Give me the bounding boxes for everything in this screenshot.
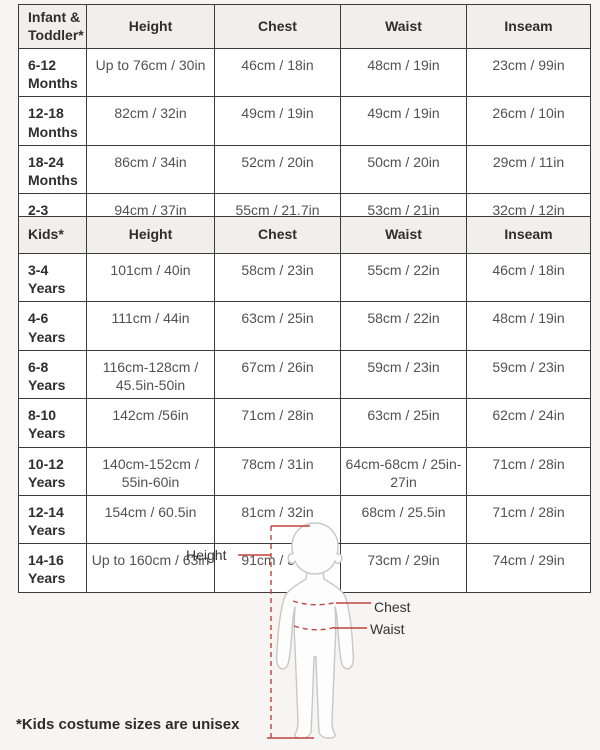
chest-cell: 46cm / 18in: [214, 47, 341, 98]
waist-diagram-label: Waist: [370, 621, 405, 637]
header-row: Kids* Height Chest Waist Inseam: [18, 216, 591, 254]
table-row: 10-12 Years 140cm-152cm / 55in-60in 78cm…: [18, 446, 591, 496]
inseam-cell: 62cm / 24in: [466, 398, 591, 448]
inseam-cell: 29cm / 11in: [466, 144, 591, 195]
chest-cell: 71cm / 28in: [214, 398, 341, 448]
inseam-cell: 26cm / 10in: [466, 96, 591, 146]
inseam-cell: 74cm / 29in: [466, 543, 591, 593]
inseam-cell: 71cm / 28in: [466, 446, 591, 496]
kids-table: Kids* Height Chest Waist Inseam 3-4 Year…: [18, 216, 591, 593]
waist-cell: 63cm / 25in: [340, 398, 467, 448]
waist-cell: 58cm / 22in: [340, 301, 467, 351]
column-header: Infant & Toddler*: [18, 4, 87, 49]
row-label-cell: 14-16 Years: [18, 543, 87, 593]
waist-dashed-curve: [293, 625, 337, 631]
height-cell: 154cm / 60.5in: [86, 494, 215, 545]
chest-cell: 58cm / 23in: [214, 252, 341, 303]
height-cell: 82cm / 32in: [86, 96, 215, 146]
column-header: Waist: [340, 216, 467, 254]
waist-cell: 64cm-68cm / 25in-27in: [340, 446, 467, 496]
table-row: 14-16 Years Up to 160cm / 63in 91cm / 36…: [18, 543, 591, 593]
row-label-cell: 12-18 Months: [18, 96, 87, 146]
chest-cell: 67cm / 26in: [214, 349, 341, 400]
table-row: 4-6 Years 111cm / 44in 63cm / 25in 58cm …: [18, 301, 591, 351]
chest-cell: 52cm / 20in: [214, 144, 341, 195]
row-label-cell: 4-6 Years: [18, 301, 87, 351]
row-label-cell: 3-4 Years: [18, 252, 87, 303]
waist-cell: 50cm / 20in: [340, 144, 467, 195]
height-cell: 140cm-152cm / 55in-60in: [86, 446, 215, 496]
height-diagram-label: Height: [186, 547, 227, 563]
column-header: Inseam: [466, 4, 591, 49]
unisex-footnote: *Kids costume sizes are unisex: [16, 716, 240, 733]
table-row: 12-18 Months 82cm / 32in 49cm / 19in 49c…: [18, 96, 591, 146]
inseam-cell: 23cm / 99in: [466, 47, 591, 98]
waist-cell: 59cm / 23in: [340, 349, 467, 400]
column-header: Height: [86, 216, 215, 254]
waist-cell: 73cm / 29in: [340, 543, 467, 593]
table-row: 6-8 Years 116cm-128cm / 45.5in-50in 67cm…: [18, 349, 591, 400]
column-header: Chest: [214, 4, 341, 49]
height-cell: Up to 76cm / 30in: [86, 47, 215, 98]
height-cell: 116cm-128cm / 45.5in-50in: [86, 349, 215, 400]
chest-cell: 78cm / 31in: [214, 446, 341, 496]
table-row: 6-12 Months Up to 76cm / 30in 46cm / 18i…: [18, 47, 591, 98]
table-row: 3-4 Years 101cm / 40in 58cm / 23in 55cm …: [18, 252, 591, 303]
header-row: Infant & Toddler* Height Chest Waist Ins…: [18, 4, 591, 49]
chest-cell: 63cm / 25in: [214, 301, 341, 351]
child-figure-head: [287, 522, 343, 575]
chest-cell: 81cm / 32in: [214, 494, 341, 545]
height-cell: 101cm / 40in: [86, 252, 215, 303]
inseam-cell: 71cm / 28in: [466, 494, 591, 545]
row-label-cell: 6-12 Months: [18, 47, 87, 98]
inseam-cell: 46cm / 18in: [466, 252, 591, 303]
height-cell: 111cm / 44in: [86, 301, 215, 351]
height-cell: 86cm / 34in: [86, 144, 215, 195]
column-header: Chest: [214, 216, 341, 254]
chest-dashed-curve: [292, 600, 338, 606]
column-header: Waist: [340, 4, 467, 49]
inseam-cell: 48cm / 19in: [466, 301, 591, 351]
inseam-cell: 59cm / 23in: [466, 349, 591, 400]
row-label-cell: 6-8 Years: [18, 349, 87, 400]
chest-cell: 49cm / 19in: [214, 96, 341, 146]
column-header: Inseam: [466, 216, 591, 254]
column-header: Height: [86, 4, 215, 49]
row-label-cell: 18-24 Months: [18, 144, 87, 195]
measurement-diagram: [238, 522, 371, 739]
chest-diagram-label: Chest: [374, 599, 411, 615]
infant-toddler-table: Infant & Toddler* Height Chest Waist Ins…: [18, 4, 591, 243]
waist-cell: 55cm / 22in: [340, 252, 467, 303]
row-label-cell: 8-10 Years: [18, 398, 87, 448]
row-label-cell: 10-12 Years: [18, 446, 87, 496]
column-header: Kids*: [18, 216, 87, 254]
child-figure-body: [275, 570, 355, 739]
height-cell: 142cm /56in: [86, 398, 215, 448]
height-cell: Up to 160cm / 63in: [86, 543, 215, 593]
table-row: 18-24 Months 86cm / 34in 52cm / 20in 50c…: [18, 144, 591, 195]
table-row: 8-10 Years 142cm /56in 71cm / 28in 63cm …: [18, 398, 591, 448]
waist-cell: 48cm / 19in: [340, 47, 467, 98]
row-label-cell: 12-14 Years: [18, 494, 87, 545]
waist-cell: 49cm / 19in: [340, 96, 467, 146]
